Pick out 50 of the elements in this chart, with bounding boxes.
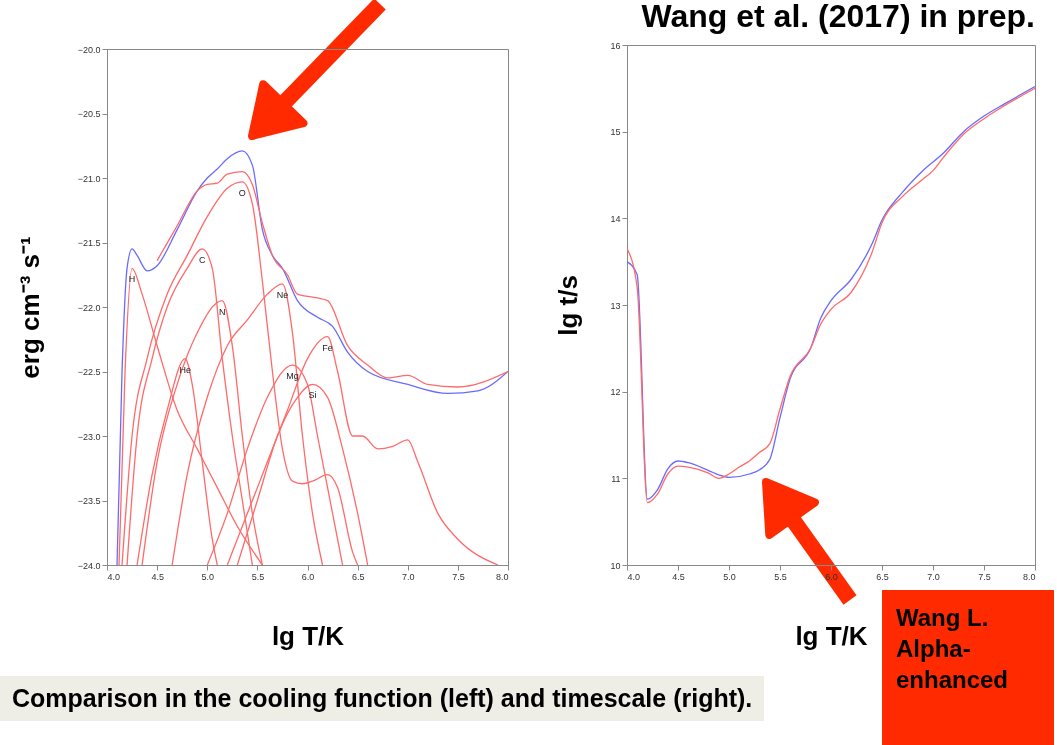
y-tick-label: −20.5	[77, 109, 101, 119]
annotation: O	[238, 187, 246, 198]
y-tick-label: −20.0	[77, 44, 101, 55]
y-tick-label: 12	[610, 387, 621, 398]
y-tick-label: 14	[610, 213, 621, 224]
y-tick-label: −23.0	[77, 431, 101, 442]
x-tick-label: 8.0	[1022, 571, 1036, 582]
annotation: Fe	[322, 342, 333, 353]
x-tick-label: 5.0	[723, 571, 736, 582]
annotation: Si	[308, 390, 317, 401]
x-tick-label: 6.5	[876, 571, 889, 582]
x-tick-label: 4.0	[107, 571, 121, 582]
annotation: Mg	[286, 371, 299, 382]
x-tick-label: 7.0	[401, 571, 415, 582]
x-tick-label: 7.0	[927, 571, 940, 582]
y-tick-label: −22.0	[77, 302, 101, 313]
y-tick-label: −21.0	[77, 173, 101, 184]
text: Comparison in the cooling function (left) and timescale (right).	[0, 676, 765, 721]
x-tick-label: 5.0	[201, 571, 215, 582]
x-tick-label: 7.5	[452, 571, 465, 582]
x-tick-label: 4.5	[151, 571, 164, 582]
x-tick-label: 6.0	[301, 571, 315, 582]
y-tick-label: −21.5	[77, 238, 101, 248]
y-tick-label: −23.5	[77, 496, 101, 506]
x-tick-label: 4.5	[672, 571, 685, 582]
annotation: N	[219, 306, 226, 317]
y-tick-label: 11	[611, 473, 621, 484]
text: Wang L. Alpha-enhanced	[882, 590, 1054, 745]
annotation: C	[198, 254, 206, 265]
x-tick-label: 6.0	[825, 571, 838, 582]
y-axis-title: erg cm⁻³ s⁻¹	[14, 236, 45, 379]
x-tick-label: 6.5	[351, 571, 365, 582]
annotation: H	[128, 274, 136, 285]
y-tick-label: −24.0	[77, 560, 101, 571]
y-axis-title: lg t/s	[553, 275, 584, 336]
x-tick-label: 8.0	[495, 571, 509, 582]
x-axis-title: lg T/K	[795, 620, 868, 651]
x-tick-label: 7.5	[978, 571, 991, 582]
x-axis-title: lg T/K	[271, 620, 345, 651]
y-tick-label: 16	[610, 40, 621, 51]
annotation: Ne	[276, 289, 289, 300]
annotation: He	[179, 364, 191, 375]
chart-title: Wang et al. (2017) in prep.	[641, 0, 1035, 34]
y-tick-label: 13	[610, 300, 621, 311]
x-tick-label: 5.5	[774, 571, 787, 582]
x-tick-label: 5.5	[251, 571, 265, 582]
y-tick-label: −22.5	[77, 367, 101, 377]
x-tick-label: 4.0	[627, 571, 641, 582]
y-tick-label: 15	[610, 127, 621, 138]
y-tick-label: 10	[610, 560, 621, 571]
